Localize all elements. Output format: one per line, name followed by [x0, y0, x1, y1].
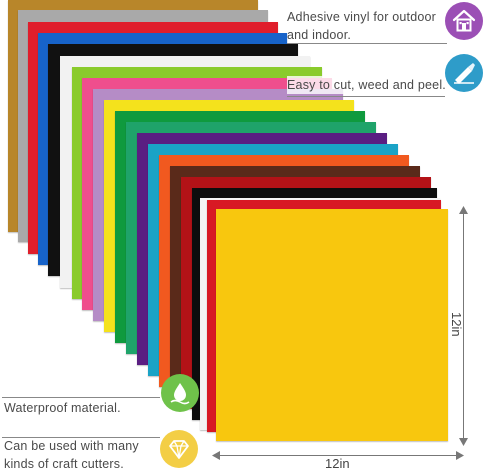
feature-cutters-rule	[2, 437, 160, 438]
width-dimension-label: 12in	[322, 456, 353, 471]
feature-waterproof-rule	[2, 397, 160, 398]
height-arrow-heads	[459, 206, 468, 446]
sheet-yellow-front	[216, 209, 448, 441]
feature-outdoor-line2: and indoor.	[287, 28, 352, 42]
feature-outdoor-line1: Adhesive vinyl for outdoor	[287, 10, 437, 24]
width-dimension-arrow	[218, 455, 458, 456]
feature-cutters-text: Can be used with many kinds of craft cut…	[4, 437, 139, 473]
height-dimension-arrow	[463, 212, 464, 440]
feature-outdoor-text: Adhesive vinyl for outdoor and indoor.	[287, 8, 447, 44]
feature-waterproof-text: Waterproof material.	[4, 401, 121, 415]
feature-cutters-line2: kinds of craft cutters.	[4, 457, 124, 471]
feature-cut-rule	[287, 96, 445, 97]
craft-knife-icon	[445, 54, 483, 92]
feature-outdoor-rule	[287, 43, 447, 44]
width-arrow-heads	[212, 451, 464, 460]
feature-cutters-line1: Can be used with many	[4, 439, 139, 453]
height-dimension-label: 12in	[449, 312, 464, 337]
water-drop-icon	[161, 374, 199, 412]
house-icon	[445, 2, 483, 40]
diamond-icon	[160, 430, 198, 468]
feature-cut-text: Easy to cut, weed and peel.	[287, 76, 446, 94]
